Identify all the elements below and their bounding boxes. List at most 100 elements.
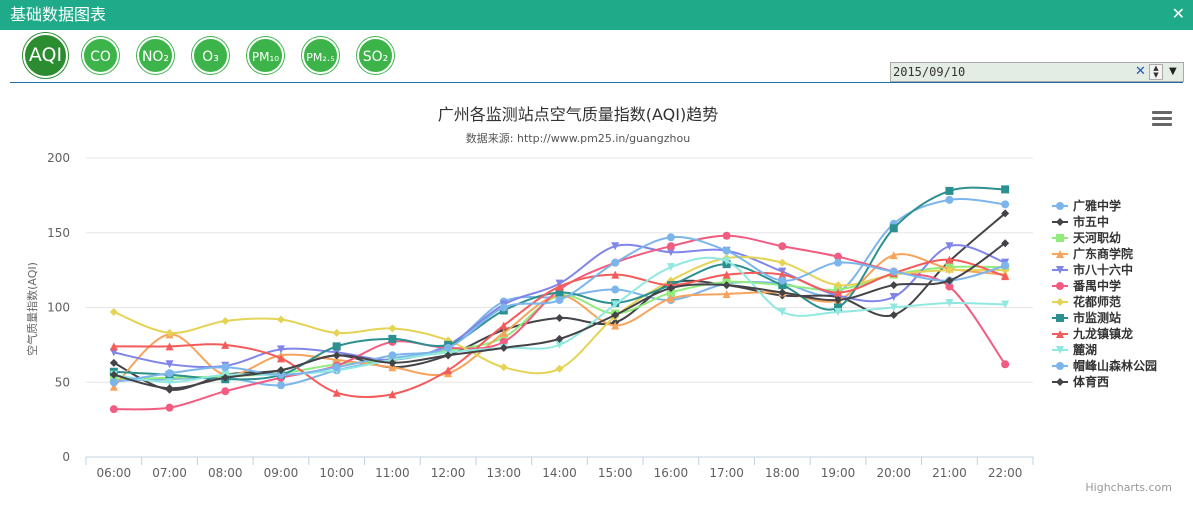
tab-co[interactable]: CO — [82, 37, 119, 74]
data-point — [1001, 300, 1010, 309]
data-point — [499, 321, 508, 330]
tab-o3[interactable]: O₃ — [192, 37, 229, 74]
data-point — [889, 267, 898, 276]
x-tick-label: 17:00 — [709, 466, 744, 480]
legend-label: 广雅中学 — [1073, 198, 1121, 213]
x-tick-label: 07:00 — [152, 466, 187, 480]
data-point — [555, 313, 564, 322]
date-spinner[interactable]: ▲ ▼ — [1149, 64, 1163, 80]
data-point — [555, 282, 564, 291]
data-point — [332, 363, 341, 372]
legend-item[interactable]: 帽峰山森林公园 — [1052, 358, 1157, 373]
data-point — [221, 387, 230, 396]
tab-aqi[interactable]: AQI — [23, 33, 68, 78]
tab-so2[interactable]: SO₂ — [357, 37, 394, 74]
spin-up-icon[interactable]: ▲ — [1153, 64, 1159, 72]
data-point — [499, 303, 508, 312]
legend-label: 番禺中学 — [1072, 278, 1121, 293]
y-axis-label: 空气质量指数(AQI) — [25, 262, 39, 356]
chart-menu-icon[interactable] — [1152, 111, 1172, 127]
legend-item[interactable]: 广雅中学 — [1052, 198, 1121, 213]
data-point — [945, 282, 954, 291]
legend-marker — [1056, 362, 1064, 370]
x-tick-label: 21:00 — [932, 466, 967, 480]
tab-pm10[interactable]: PM₁₀ — [247, 37, 284, 74]
legend-item[interactable]: 市八十六中 — [1052, 262, 1133, 277]
date-picker[interactable]: ✕ ▲ ▼ ▼ — [890, 62, 1184, 82]
data-point — [834, 281, 843, 290]
data-point — [444, 343, 453, 352]
legend[interactable]: 广雅中学市五中天河职幼广东商学院市八十六中番禺中学花都师范市监测站九龙镇镇龙麓湖… — [1052, 198, 1157, 389]
legend-marker — [1056, 378, 1064, 386]
legend-label: 市五中 — [1073, 214, 1109, 229]
credits-text[interactable]: Highcharts.com — [1085, 481, 1172, 494]
series-lines — [109, 185, 1010, 414]
data-point — [388, 324, 397, 333]
tab-no2[interactable]: NO₂ — [137, 37, 174, 74]
data-point — [611, 270, 620, 279]
legend-item[interactable]: 花都师范 — [1052, 294, 1121, 309]
x-tick-label: 19:00 — [821, 466, 856, 480]
legend-item[interactable]: 市五中 — [1052, 214, 1109, 229]
legend-label: 体育西 — [1073, 374, 1109, 389]
data-point — [778, 288, 787, 297]
tab-o3-label: O₃ — [202, 49, 219, 65]
data-point — [332, 388, 341, 397]
legend-marker — [1056, 234, 1064, 242]
data-point — [722, 270, 731, 279]
legend-item[interactable]: 麓湖 — [1052, 342, 1097, 357]
data-point — [945, 276, 954, 285]
data-point — [555, 296, 564, 305]
y-tick-label: 150 — [47, 226, 70, 240]
data-point — [666, 294, 675, 303]
legend-item[interactable]: 天河职幼 — [1052, 230, 1121, 245]
data-point — [834, 288, 843, 297]
data-point — [388, 334, 397, 343]
legend-item[interactable]: 广东商学院 — [1052, 246, 1133, 261]
data-point — [109, 342, 118, 351]
data-point — [722, 246, 731, 255]
legend-marker — [1056, 202, 1064, 210]
data-point — [889, 281, 898, 290]
x-tick-label: 13:00 — [486, 466, 521, 480]
legend-marker — [1056, 298, 1064, 306]
calendar-dropdown-icon[interactable]: ▼ — [1169, 66, 1177, 77]
data-point — [221, 316, 230, 325]
legend-marker — [1056, 250, 1064, 258]
data-point — [499, 333, 508, 342]
data-point — [332, 355, 341, 364]
data-point — [499, 328, 508, 337]
legend-label: 市八十六中 — [1073, 262, 1133, 277]
x-tick-label: 22:00 — [988, 466, 1023, 480]
legend-item[interactable]: 九龙镇镇龙 — [1052, 326, 1133, 341]
legend-label: 天河职幼 — [1073, 230, 1121, 245]
close-icon[interactable]: ✕ — [1171, 4, 1185, 23]
data-point — [499, 363, 508, 372]
window-titlebar: 基础数据图表 ✕ — [0, 0, 1193, 30]
x-tick-label: 12:00 — [431, 466, 466, 480]
legend-item[interactable]: 市监测站 — [1052, 310, 1121, 325]
chart-title: 广州各监测站点空气质量指数(AQI)趋势 — [438, 105, 718, 124]
data-point — [666, 284, 675, 293]
legend-label: 广东商学院 — [1073, 246, 1133, 261]
date-input[interactable] — [891, 63, 1131, 81]
data-point — [611, 258, 620, 267]
legend-item[interactable]: 体育西 — [1052, 374, 1109, 389]
data-point — [276, 345, 285, 354]
data-point — [945, 299, 954, 308]
data-point — [388, 390, 397, 399]
data-point — [945, 255, 954, 264]
legend-marker — [1056, 266, 1064, 274]
data-point — [778, 270, 787, 279]
tab-pm25[interactable]: PM₂.₅ — [302, 37, 339, 74]
clear-date-icon[interactable]: ✕ — [1135, 64, 1146, 79]
data-point — [778, 307, 787, 316]
data-point — [889, 310, 898, 319]
legend-item[interactable]: 番禺中学 — [1052, 278, 1121, 293]
spin-down-icon[interactable]: ▼ — [1153, 71, 1159, 79]
data-point — [332, 351, 341, 360]
x-tick-label: 08:00 — [208, 466, 243, 480]
x-tick-label: 10:00 — [319, 466, 354, 480]
data-point — [666, 288, 675, 297]
data-point — [109, 405, 118, 414]
